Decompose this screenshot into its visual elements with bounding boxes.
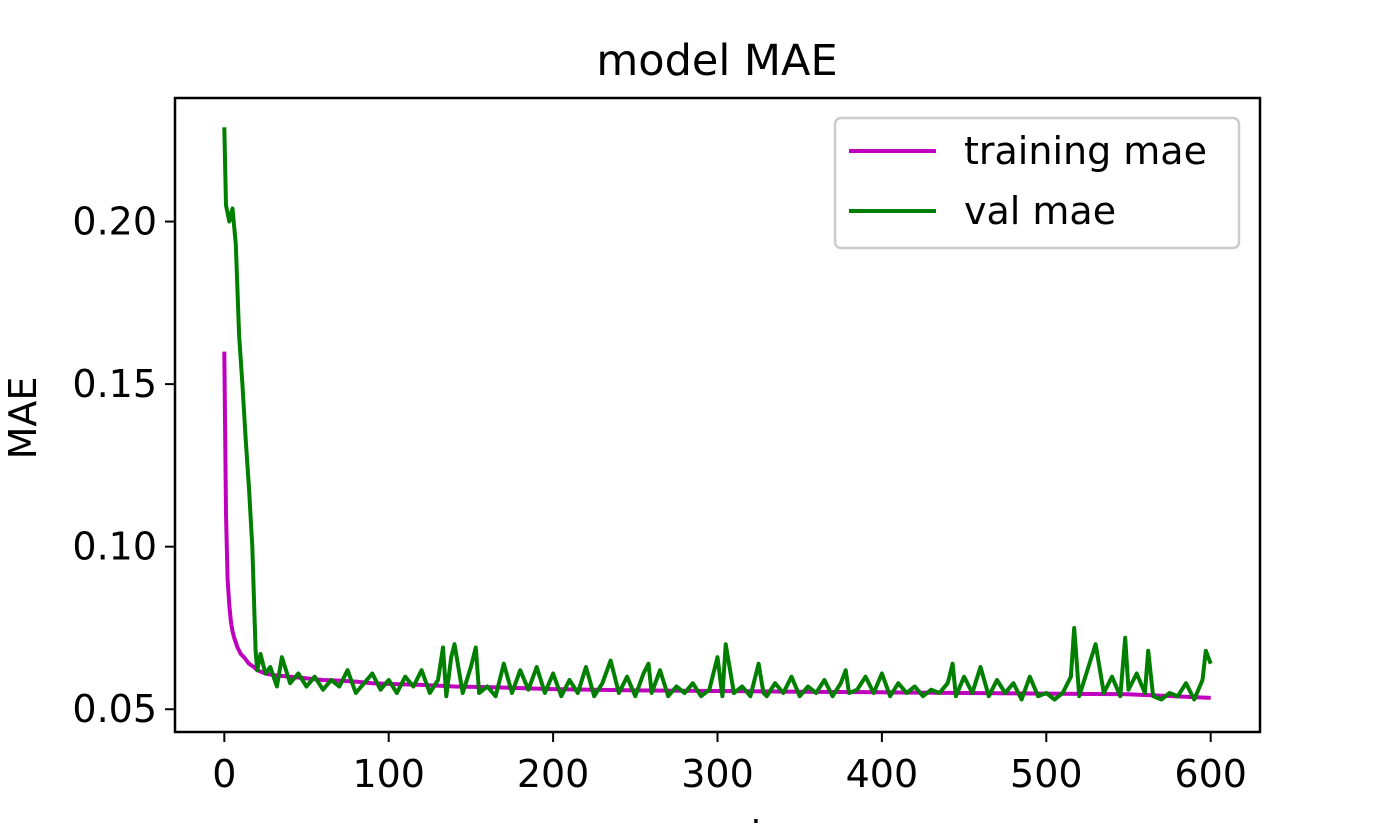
- x-tick-label: 400: [846, 752, 919, 796]
- x-tick-label: 200: [517, 752, 590, 796]
- y-tick-label: 0.15: [72, 362, 157, 406]
- series-line-val-mae: [222, 127, 1213, 702]
- x-tick-label: 500: [1010, 752, 1083, 796]
- legend-label-val-mae: val mae: [964, 189, 1116, 233]
- plot-lines: [222, 127, 1213, 702]
- y-tick-label: 0.10: [72, 525, 157, 569]
- x-tick-label: 100: [352, 752, 425, 796]
- series-line-training-mae: [222, 351, 1211, 700]
- y-axis-label: MAE: [1, 377, 45, 460]
- y-tick-label: 0.05: [72, 687, 157, 731]
- legend: training mae val mae: [833, 116, 1241, 250]
- plot-frame: [173, 96, 1262, 734]
- x-axis-label: epoch: [659, 813, 775, 823]
- y-tick-label: 0.20: [72, 200, 157, 244]
- x-tick-label: 600: [1174, 752, 1247, 796]
- chart-title: model MAE: [596, 36, 837, 86]
- x-tick-label: 300: [681, 752, 754, 796]
- y-axis: 0.05 0.10 0.15 0.20: [72, 200, 175, 731]
- legend-label-training-mae: training mae: [964, 129, 1207, 173]
- x-tick-label: 0: [212, 752, 236, 796]
- x-axis: 0 100 200 300 400 500 600: [212, 732, 1247, 796]
